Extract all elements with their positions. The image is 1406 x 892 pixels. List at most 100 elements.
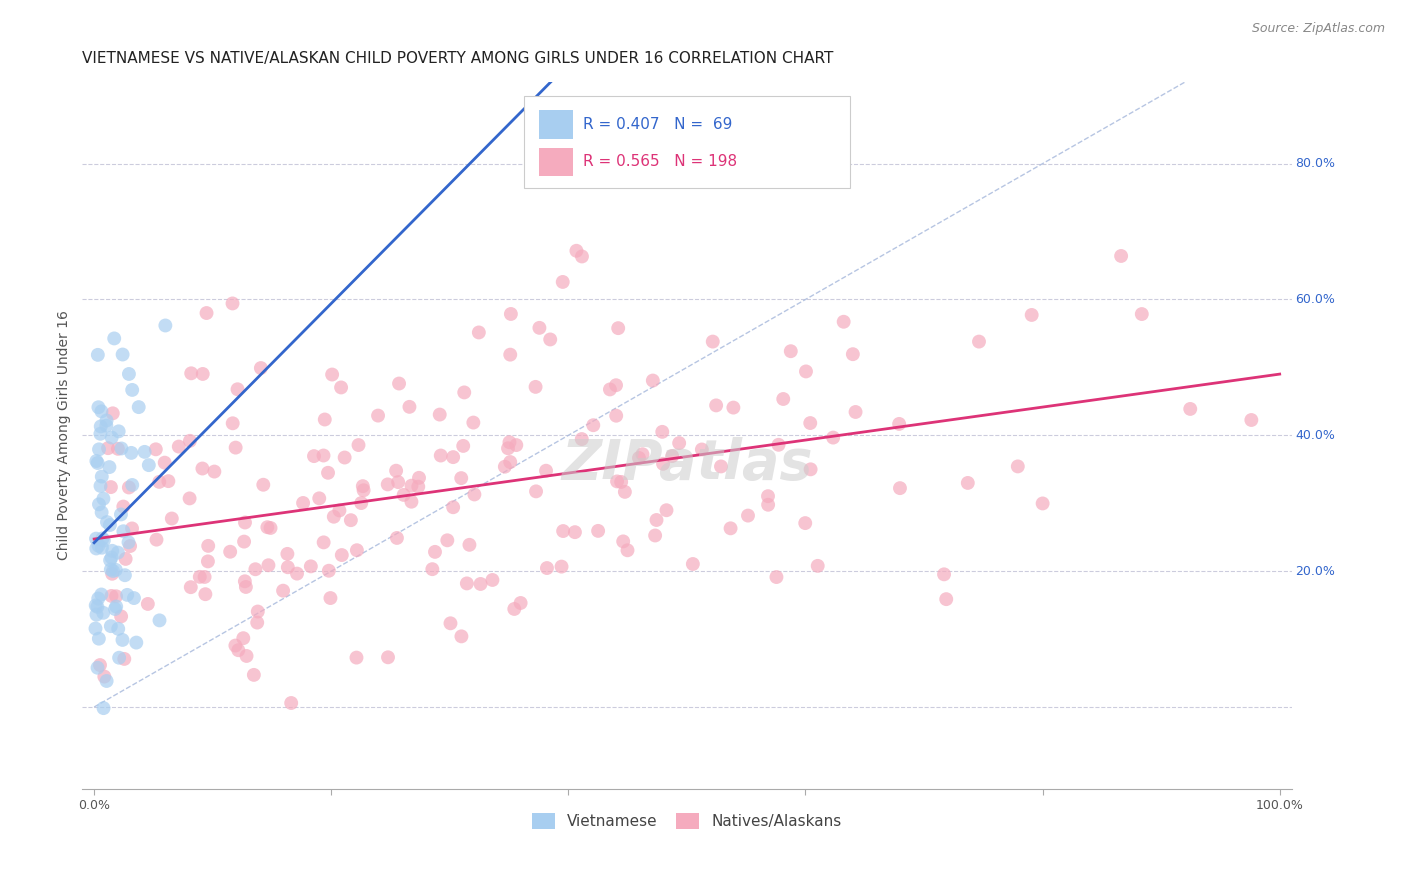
Point: [456, 576, 478, 591]
Point: [340, 513, 363, 527]
Point: [107, 442, 129, 456]
Point: [138, 458, 160, 472]
Point: [613, 484, 636, 499]
Point: [756, 498, 779, 512]
Point: [350, 496, 373, 510]
Point: [96, 515, 118, 529]
Point: [503, 602, 526, 616]
Point: [494, 459, 516, 474]
Point: [226, 382, 249, 396]
Text: 40.0%: 40.0%: [1295, 429, 1334, 442]
Point: [889, 417, 911, 431]
Point: [844, 405, 866, 419]
Point: [188, 570, 211, 584]
Point: [832, 315, 855, 329]
Point: [148, 475, 170, 489]
Point: [111, 347, 134, 361]
Point: [441, 500, 464, 515]
Point: [179, 434, 201, 448]
Point: [101, 564, 124, 578]
Point: [145, 533, 167, 547]
Point: [652, 457, 675, 471]
Point: [157, 474, 180, 488]
FancyBboxPatch shape: [540, 148, 574, 176]
Point: [276, 547, 298, 561]
Point: [450, 471, 472, 485]
Point: [468, 326, 491, 340]
Point: [682, 557, 704, 571]
Point: [155, 318, 177, 333]
Point: [352, 479, 374, 493]
Point: [84, 541, 107, 556]
Point: [112, 500, 135, 514]
Point: [197, 539, 219, 553]
Point: [233, 534, 256, 549]
Text: R = 0.565   N = 198: R = 0.565 N = 198: [583, 154, 737, 169]
Point: [84, 532, 107, 546]
Point: [86, 607, 108, 622]
Point: [105, 589, 128, 603]
Point: [195, 306, 218, 320]
Point: [89, 479, 111, 493]
Point: [101, 406, 124, 420]
Point: [704, 398, 727, 412]
Point: [385, 464, 408, 478]
Point: [118, 367, 141, 381]
Point: [499, 307, 522, 321]
Point: [481, 573, 503, 587]
Point: [256, 520, 278, 534]
Point: [191, 461, 214, 475]
Point: [463, 487, 485, 501]
Point: [87, 539, 110, 553]
Point: [498, 435, 520, 450]
FancyBboxPatch shape: [540, 111, 574, 138]
Point: [179, 491, 201, 506]
Point: [794, 364, 817, 378]
Point: [107, 622, 129, 636]
Point: [441, 450, 464, 464]
Point: [134, 445, 156, 459]
Point: [398, 400, 420, 414]
Point: [505, 438, 527, 452]
Point: [756, 489, 779, 503]
Text: Source: ZipAtlas.com: Source: ZipAtlas.com: [1251, 22, 1385, 36]
Point: [221, 296, 243, 310]
Point: [1021, 308, 1043, 322]
Point: [180, 367, 202, 381]
Point: [191, 367, 214, 381]
Point: [246, 605, 269, 619]
Point: [319, 591, 342, 605]
Point: [392, 488, 415, 502]
Point: [252, 477, 274, 491]
Point: [496, 442, 519, 456]
Point: [651, 425, 673, 439]
Point: [644, 528, 666, 542]
Point: [101, 544, 124, 558]
Point: [450, 629, 472, 643]
Point: [112, 652, 135, 666]
Point: [202, 465, 225, 479]
Point: [96, 418, 118, 433]
Point: [509, 596, 531, 610]
Point: [180, 580, 202, 594]
Point: [194, 570, 217, 584]
Point: [120, 539, 142, 553]
Point: [453, 385, 475, 400]
Point: [245, 562, 267, 576]
Point: [233, 516, 256, 530]
Point: [90, 404, 112, 418]
Point: [328, 503, 350, 517]
Point: [87, 401, 110, 415]
Text: 60.0%: 60.0%: [1295, 293, 1334, 306]
Point: [406, 480, 429, 494]
Point: [439, 616, 461, 631]
Point: [86, 661, 108, 675]
Point: [96, 673, 118, 688]
Point: [136, 597, 159, 611]
Point: [285, 566, 308, 581]
Point: [160, 511, 183, 525]
Point: [110, 508, 132, 522]
Point: [710, 459, 733, 474]
Point: [631, 447, 654, 461]
Point: [225, 441, 247, 455]
